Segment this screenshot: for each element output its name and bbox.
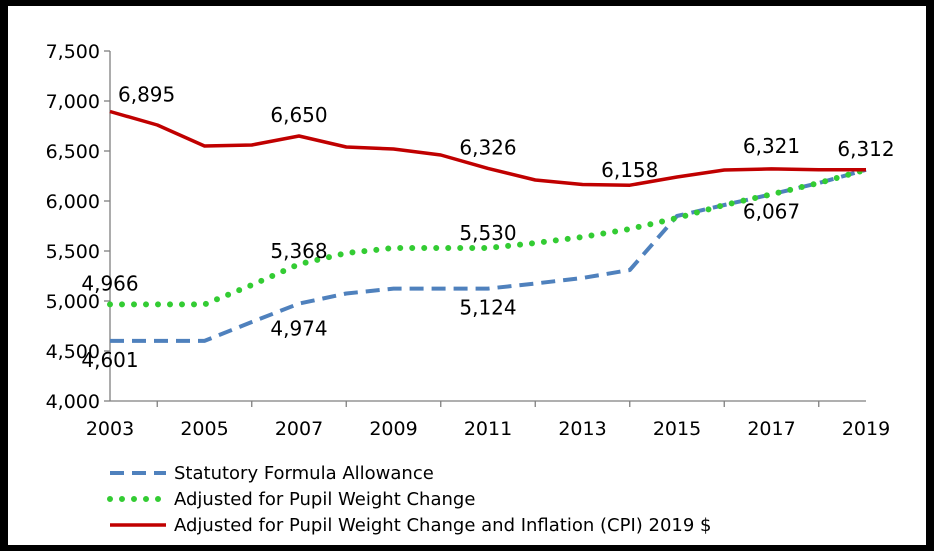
legend-label: Adjusted for Pupil Weight Change and Inf…: [174, 515, 711, 536]
y-tick-label: 5,500: [46, 241, 100, 263]
data-label: 6,312: [837, 137, 894, 161]
x-tick-label: 2019: [842, 418, 890, 440]
line-chart: 7,500 7,000 6,500 6,000 5,500 5,000 4,500 4,000…: [46, 41, 895, 536]
x-tick-label: 2009: [369, 418, 417, 440]
x-tick-label: 2015: [653, 418, 701, 440]
data-label: 4,974: [270, 317, 327, 341]
y-tick-label: 6,000: [46, 191, 100, 213]
series-line-statutory: [110, 167, 867, 343]
data-label: 6,895: [118, 83, 175, 107]
data-label: 4,601: [81, 348, 138, 372]
y-tick-label: 4,500: [46, 341, 100, 363]
y-tick-label: 7,500: [46, 41, 100, 63]
x-tick-label: 2003: [86, 418, 134, 440]
data-label: 6,321: [743, 134, 800, 158]
data-label: 5,124: [459, 296, 516, 320]
data-label: 6,326: [459, 135, 516, 159]
x-tick-label: 2011: [464, 418, 512, 440]
legend-label: Statutory Formula Allowance: [174, 463, 434, 484]
y-tick-label: 5,000: [46, 291, 100, 313]
data-label: 4,966: [81, 271, 138, 295]
data-label: 6,158: [601, 158, 658, 182]
x-tick-label: 2017: [747, 418, 795, 440]
data-labels: 6,895 6,650 6,326 6,158 6,321 6,312 6,067 5,368…: [81, 83, 894, 372]
axes: 7,500 7,000 6,500 6,000 5,500 5,000 4,500 4,000…: [46, 41, 891, 440]
data-label: 5,530: [459, 221, 516, 245]
data-label: 6,067: [743, 199, 800, 223]
chart-frame: 7,500 7,000 6,500 6,000 5,500 5,000 4,500 4,000…: [8, 6, 926, 545]
data-label: 5,368: [270, 239, 327, 263]
x-tick-label: 2013: [558, 418, 606, 440]
legend-item-cpi: Adjusted for Pupil Weight Change and Inf…: [110, 515, 711, 536]
legend-item-statutory: Statutory Formula Allowance: [110, 463, 434, 484]
data-label: 6,650: [270, 103, 327, 127]
series-line-cpi: [109, 109, 866, 187]
x-tick-label: 2005: [180, 418, 228, 440]
y-tick-label: 6,500: [46, 141, 100, 163]
legend: Statutory Formula Allowance Adjusted for…: [107, 463, 711, 536]
legend-label: Adjusted for Pupil Weight Change: [174, 489, 475, 510]
y-tick-label: 4,000: [46, 391, 100, 413]
x-tick-label: 2007: [275, 418, 323, 440]
y-tick-label: 7,000: [46, 91, 100, 113]
legend-item-pupil: Adjusted for Pupil Weight Change: [107, 489, 475, 510]
series-lines: [107, 109, 869, 343]
